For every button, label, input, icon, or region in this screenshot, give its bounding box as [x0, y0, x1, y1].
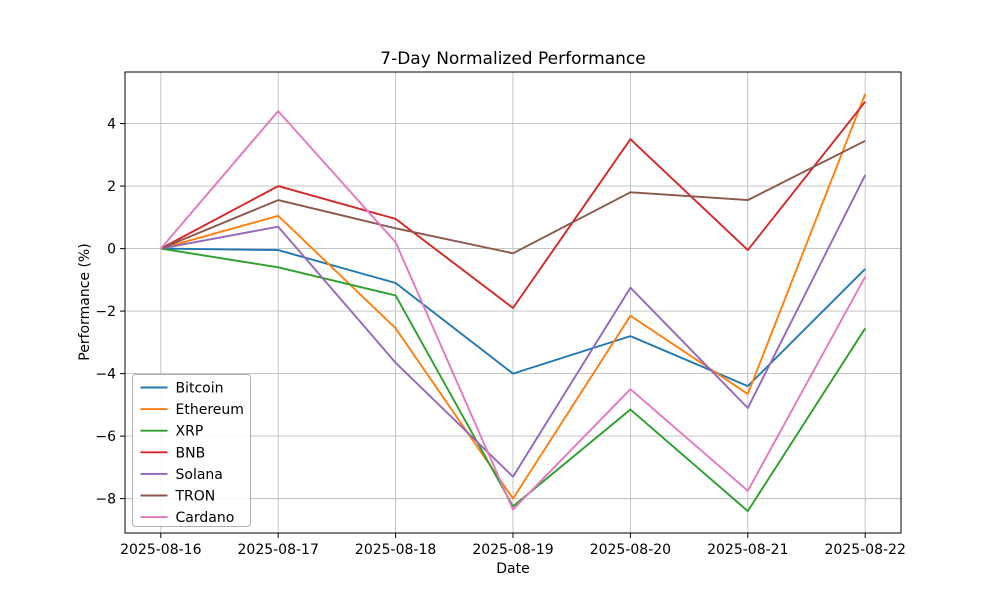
x-tick-label: 2025-08-19	[472, 542, 553, 558]
legend-item-ethereum: Ethereum	[140, 402, 244, 418]
series-line-ethereum	[160, 93, 867, 500]
x-tick-label: 2025-08-17	[238, 542, 319, 558]
legend-item-bitcoin: Bitcoin	[140, 381, 224, 397]
legend-label: Solana	[176, 467, 223, 483]
x-tick-label: 2025-08-16	[120, 542, 201, 558]
y-tick-label: 0	[107, 242, 116, 258]
legend-item-bnb: BNB	[140, 445, 206, 461]
x-tick-label: 2025-08-22	[825, 542, 906, 558]
x-tick-label: 2025-08-18	[355, 542, 436, 558]
legend: Bitcoin Ethereum XRP BNB Solana TRON Cardano	[132, 374, 251, 527]
tick-labels: 4 2 0 −2 −4 −6 −8 2025-08-16 2025-08-17 2025-08-1…	[95, 117, 906, 558]
legend-item-tron: TRON	[140, 489, 216, 505]
y-tick-label: −2	[95, 304, 116, 320]
legend-label: XRP	[176, 424, 204, 440]
legend-label: Bitcoin	[176, 381, 224, 397]
x-axis-label: Date	[496, 561, 530, 577]
y-tick-label: 4	[107, 117, 116, 133]
legend-item-cardano: Cardano	[140, 510, 235, 526]
series-line-bitcoin	[160, 247, 866, 388]
series-line-bnb	[160, 101, 866, 309]
series-line-solana	[160, 174, 867, 478]
series-line-cardano	[160, 110, 867, 511]
legend-item-xrp: XRP	[140, 424, 204, 440]
x-tick-label: 2025-08-21	[707, 542, 788, 558]
series-lines	[160, 93, 867, 513]
series-line-xrp	[160, 247, 866, 513]
y-tick-label: −8	[95, 492, 116, 508]
chart-title: 7-Day Normalized Performance	[380, 49, 646, 69]
legend-label: Cardano	[176, 510, 235, 526]
legend-label: TRON	[175, 489, 216, 505]
y-tick-label: 2	[107, 179, 116, 195]
series-line-tron	[160, 139, 866, 255]
legend-box	[132, 374, 251, 527]
legend-item-solana: Solana	[140, 467, 223, 483]
legend-label: Ethereum	[176, 402, 244, 418]
ticks	[120, 123, 866, 538]
legend-label: BNB	[176, 445, 206, 461]
y-tick-label: −6	[95, 429, 116, 445]
x-tick-label: 2025-08-20	[590, 542, 671, 558]
y-tick-label: −4	[95, 367, 116, 383]
